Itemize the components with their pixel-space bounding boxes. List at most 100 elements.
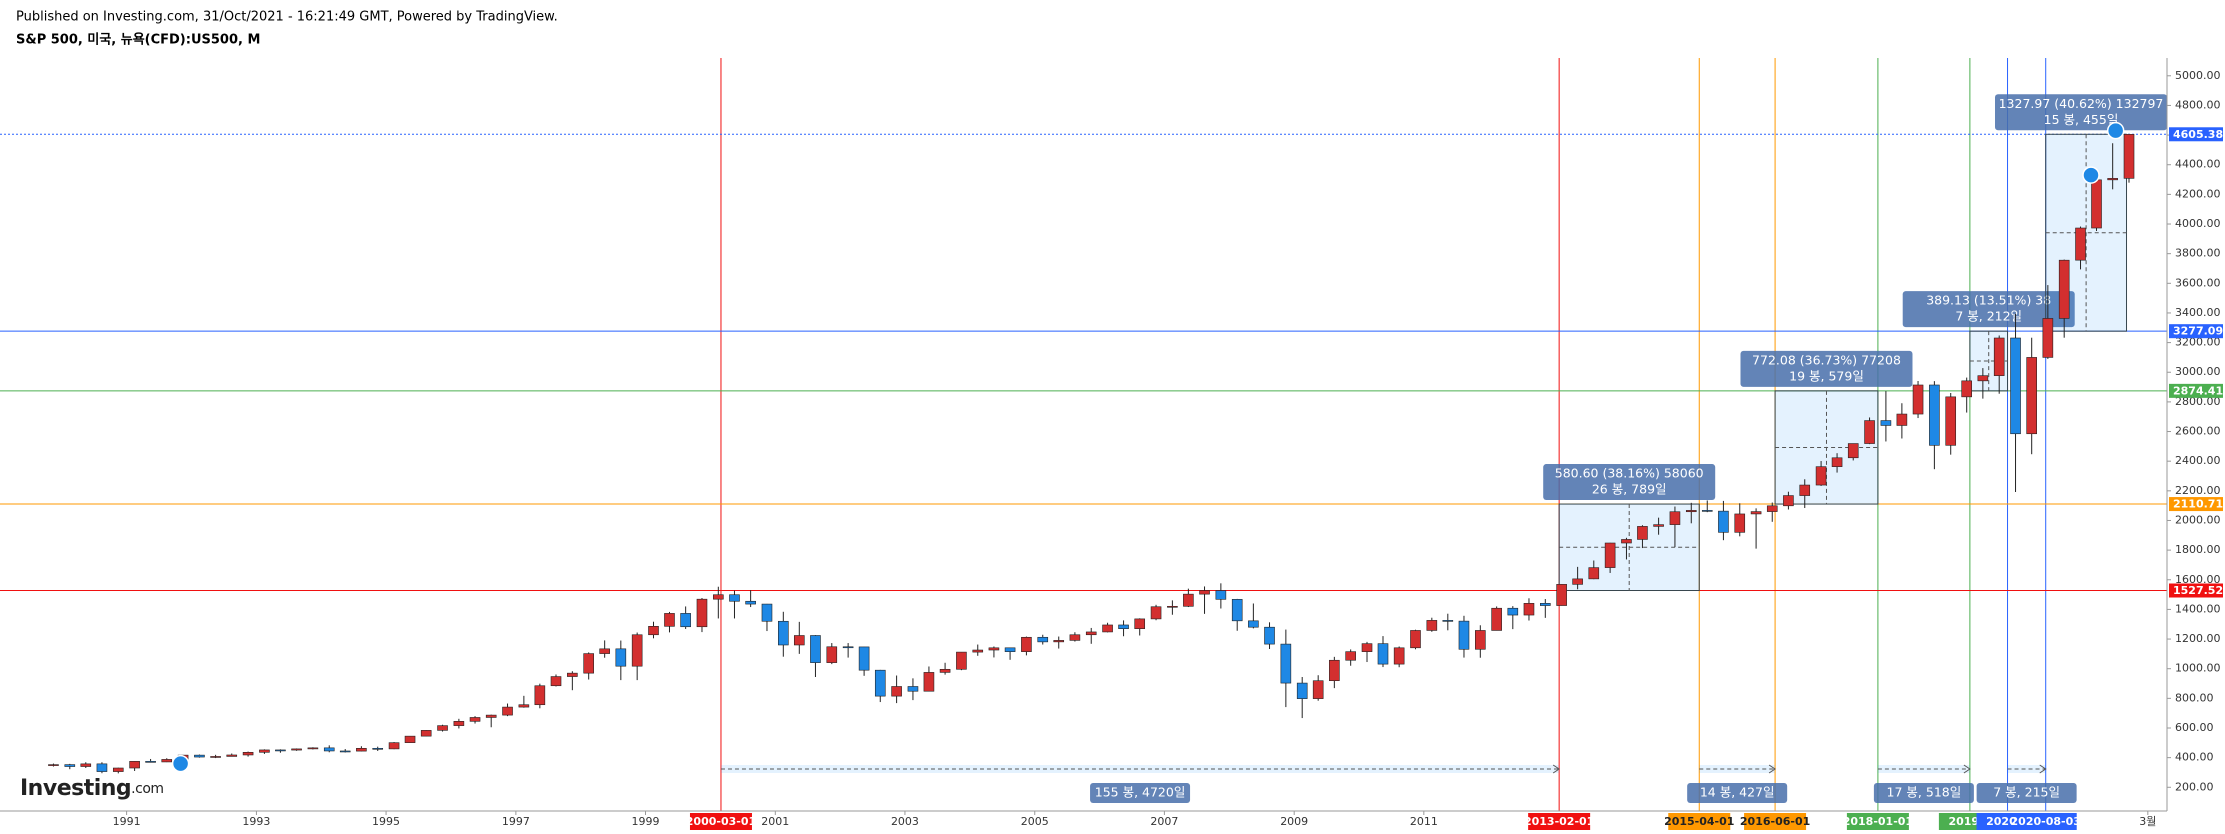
symbol-title: S&P 500, 미국, 뉴욕(CFD):US500, M (16, 32, 260, 48)
candle-body (1345, 651, 1356, 661)
measure-label-box (1543, 464, 1716, 501)
range-band (720, 765, 1560, 773)
level-tag (2169, 583, 2223, 598)
candle-body (112, 767, 124, 772)
marker-tag-label: 2000-03-01 (686, 815, 756, 828)
y-tick-label: 1000.00 (2175, 662, 2221, 675)
range-label-box (1090, 783, 1191, 803)
y-tick-label: 2200.00 (2175, 484, 2221, 497)
candle-body (891, 686, 902, 697)
candle-body (1734, 513, 1746, 533)
candle-body (1847, 443, 1859, 459)
candle-body (1685, 510, 1697, 513)
candle-body (1296, 682, 1308, 699)
candle-body (550, 676, 562, 687)
candle-body (631, 634, 643, 667)
candle-body (615, 648, 627, 667)
candle-body (210, 756, 221, 758)
measure-label: 389.13 (13.51%) 38 (1926, 293, 2051, 308)
candle-body (1393, 647, 1405, 665)
candle-body (1556, 584, 1567, 606)
candle-body (696, 598, 708, 628)
candle-body (1621, 539, 1632, 544)
candle-body (1945, 396, 1957, 446)
marker-tag-label: 2015-04-01 (1664, 815, 1734, 828)
candle-body (1215, 590, 1227, 600)
candle-body (2123, 134, 2135, 179)
candle-body (1118, 624, 1129, 629)
range-arrow-head (2039, 764, 2047, 774)
candle-body (907, 686, 919, 692)
candle-body (567, 672, 578, 677)
candle-body (713, 594, 724, 600)
candle-body (1588, 567, 1600, 580)
candle-body (242, 752, 254, 756)
y-tick-label: 2600.00 (2175, 425, 2221, 438)
range-arrow-head (1552, 764, 1561, 774)
candle-body (1231, 599, 1243, 622)
marker-tag (1668, 813, 1731, 830)
y-tick-label: 3600.00 (2175, 276, 2221, 289)
candle-body (988, 647, 1000, 651)
candle-body (323, 747, 335, 752)
candle-body (1134, 618, 1146, 629)
candle-body (1248, 620, 1259, 628)
candle-body (1880, 420, 1892, 426)
candle-body (259, 749, 270, 753)
candle-body (339, 750, 351, 753)
candle-body (1799, 484, 1811, 496)
candle-body (826, 646, 838, 663)
candle-body (874, 669, 886, 697)
y-tick-label: 1400.00 (2175, 602, 2221, 615)
logo-suffix: .com (131, 781, 163, 797)
candle-body (2042, 318, 2054, 358)
x-tick-label: 1999 (632, 815, 660, 828)
measure-label: 1327.97 (40.62%) 132797 (1999, 96, 2164, 111)
candle-body (437, 725, 448, 731)
candle-body (842, 646, 854, 649)
candle-body (599, 648, 610, 654)
candle-body (307, 747, 319, 750)
candle-body (420, 730, 432, 737)
range-arrow-head (1963, 764, 1971, 774)
candle-body (1037, 636, 1049, 643)
candle-body (1523, 603, 1535, 616)
y-tick-label: 4400.00 (2175, 158, 2221, 171)
candle-body (1993, 337, 2005, 376)
y-tick-label: 2000.00 (2175, 513, 2221, 526)
candle-body (502, 706, 513, 716)
measure-label-box (1740, 350, 1913, 387)
candle-body (680, 613, 691, 628)
candle-body (534, 685, 546, 706)
y-tick-label: 800.00 (2175, 691, 2214, 704)
x-tick-label: 2011 (1410, 815, 1438, 828)
candle-body (2091, 179, 2102, 229)
candle-body (1150, 606, 1162, 620)
marker-tag-label: 2018-01-01 (1843, 815, 1913, 828)
level-tag-label: 1527.52 (2173, 584, 2223, 597)
y-tick-label: 600.00 (2175, 721, 2214, 734)
range-label-box (1873, 783, 1974, 803)
candle-body (648, 626, 659, 636)
level-tag (2169, 324, 2223, 339)
candle-body (1004, 647, 1016, 652)
measure-label: 26 봉, 789일 (1592, 482, 1667, 497)
y-tick-label: 1800.00 (2175, 543, 2221, 556)
candle-body (2075, 227, 2086, 261)
candle-body (1653, 524, 1664, 527)
candle-body (96, 763, 108, 772)
candle-body (2058, 259, 2070, 319)
candle-body (1701, 510, 1713, 512)
y-tick-label: 3200.00 (2175, 336, 2221, 349)
candle-body (1572, 578, 1583, 585)
candle-body (1053, 640, 1065, 643)
candle-body (1410, 630, 1421, 649)
candle-body (1896, 413, 1908, 426)
x-tick-label: 2005 (1021, 815, 1049, 828)
candle-body (810, 635, 821, 663)
candle-body (129, 761, 140, 769)
event-icon (2082, 166, 2100, 184)
marker-tag (2014, 813, 2077, 830)
measure-label-box (1902, 291, 2075, 328)
candle-body (1669, 511, 1681, 525)
